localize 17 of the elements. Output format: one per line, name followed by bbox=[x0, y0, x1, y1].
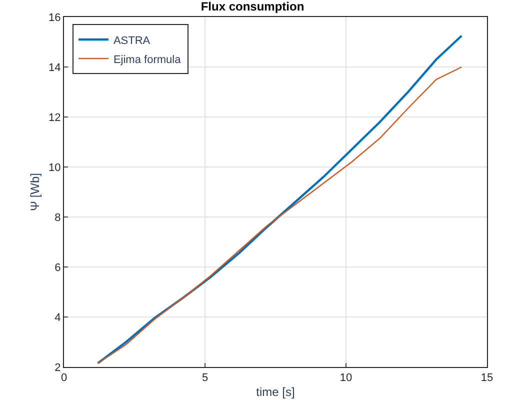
legend-label: Ejima formula bbox=[113, 54, 182, 66]
x-tick-label: 15 bbox=[480, 372, 494, 384]
x-tick-label: 5 bbox=[202, 372, 208, 384]
y-tick-label: 8 bbox=[54, 212, 61, 224]
legend-label: ASTRA bbox=[113, 34, 151, 47]
y-tick-label: 16 bbox=[48, 12, 61, 24]
x-tick-label: 10 bbox=[340, 372, 352, 384]
y-tick-label: 12 bbox=[48, 112, 61, 124]
x-axis-title: time [s] bbox=[256, 385, 295, 400]
y-tick-label: 2 bbox=[54, 362, 61, 374]
y-tick-label: 14 bbox=[48, 62, 61, 74]
y-tick-label: 10 bbox=[48, 162, 61, 174]
y-tick-label: 6 bbox=[54, 262, 61, 274]
chart-title: Flux consumption bbox=[200, 0, 304, 14]
y-tick-label: 4 bbox=[54, 312, 61, 324]
y-axis-title: Ψ [Wb] bbox=[28, 172, 42, 212]
x-tick-label: 0 bbox=[60, 372, 68, 384]
